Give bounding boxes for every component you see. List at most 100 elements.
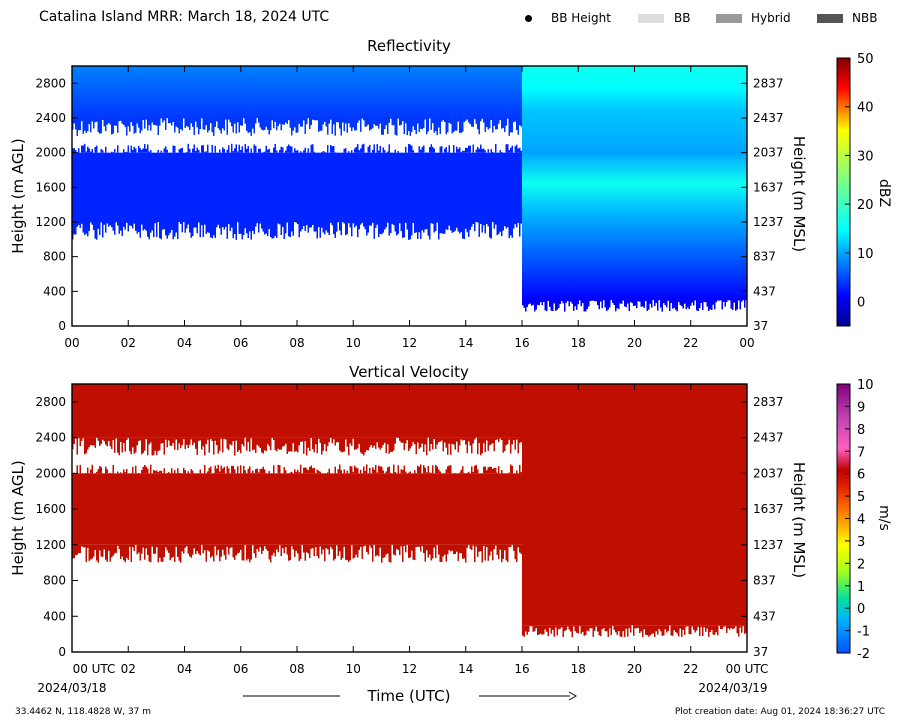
data-edge <box>667 625 669 631</box>
data-edge <box>286 544 288 555</box>
data-edge <box>357 118 359 123</box>
data-edge <box>475 118 477 124</box>
data-edge <box>111 151 113 153</box>
data-edge <box>420 464 422 474</box>
data-edge <box>393 222 395 226</box>
data-edge <box>198 437 200 441</box>
data-edge <box>220 222 222 235</box>
data-edge <box>697 625 699 627</box>
data-edge <box>150 222 152 233</box>
y-tick-right-label: 2437 <box>753 431 784 445</box>
data-edge <box>349 544 351 561</box>
data-edge <box>165 222 167 236</box>
data-edge <box>373 118 375 125</box>
data-edge <box>130 118 132 123</box>
data-edge <box>85 151 87 153</box>
data-edge <box>297 469 299 474</box>
data-edge <box>409 471 411 474</box>
data-edge <box>132 222 134 229</box>
data-edge <box>412 544 414 560</box>
data-edge <box>540 300 542 303</box>
data-edge <box>508 472 510 474</box>
data-edge <box>325 437 327 452</box>
data-edge <box>246 437 248 451</box>
data-edge <box>361 437 363 454</box>
data-edge <box>165 437 167 440</box>
x-tick-label: 16 <box>514 336 529 350</box>
data-edge <box>676 300 678 312</box>
data-edge <box>495 468 497 474</box>
end-date: 2024/03/19 <box>698 681 767 695</box>
data-edge <box>142 222 144 231</box>
data-edge <box>450 118 452 124</box>
data-edge <box>268 544 270 560</box>
data-edge <box>234 118 236 124</box>
data-edge <box>400 118 402 125</box>
data-edge <box>378 150 380 153</box>
data-edge <box>418 222 420 233</box>
data-edge <box>490 118 492 121</box>
data-edge <box>735 625 737 627</box>
data-edge <box>555 625 557 628</box>
data-edge <box>384 222 386 230</box>
data-edge <box>454 118 456 131</box>
data-edge <box>277 222 279 224</box>
data-edge <box>234 222 236 235</box>
data-edge <box>342 437 344 453</box>
data-edge <box>340 222 342 236</box>
data-edge <box>96 145 98 153</box>
data-edge <box>243 544 245 561</box>
data-edge <box>387 118 389 134</box>
data-edge <box>99 544 101 551</box>
data-edge <box>565 625 567 630</box>
data-edge <box>276 222 278 238</box>
data-edge <box>94 146 96 153</box>
data-edge <box>202 437 204 447</box>
data-edge <box>78 222 80 225</box>
data-edge <box>573 625 575 627</box>
vertical-velocity-panel: 00 UTC 02 04 06 08 10 12 14 16 18 20 22 00 UTC040080… <box>9 363 892 676</box>
data-edge <box>120 472 122 474</box>
data-edge <box>228 145 230 153</box>
data-edge <box>145 466 147 474</box>
data-edge <box>355 467 357 474</box>
data-edge <box>360 148 362 153</box>
data-edge <box>138 118 140 128</box>
data-edge <box>652 625 654 634</box>
data-edge <box>108 544 110 551</box>
data-edge <box>253 544 255 554</box>
data-edge <box>448 145 450 153</box>
data-edge <box>78 437 80 439</box>
data-edge <box>397 151 399 153</box>
data-edge <box>73 437 75 444</box>
data-edge <box>192 118 194 127</box>
data-edge <box>384 544 386 558</box>
data-edge <box>427 465 429 474</box>
data-edge <box>618 625 620 632</box>
data-edge <box>526 625 528 635</box>
colorbar-tick-label: 5 <box>857 490 865 505</box>
data-edge <box>90 222 92 223</box>
data-edge <box>358 222 360 230</box>
data-edge <box>147 544 149 555</box>
data-edge <box>445 222 447 230</box>
data-edge <box>322 222 324 233</box>
data-edge <box>163 437 165 455</box>
data-edge <box>463 437 465 440</box>
data-edge <box>397 222 399 234</box>
data-edge <box>357 437 359 449</box>
data-edge <box>715 625 717 633</box>
data-edge <box>465 118 467 121</box>
data-edge <box>472 437 474 444</box>
data-edge <box>294 148 296 153</box>
data-edge <box>421 147 423 153</box>
x-tick-label: 14 <box>458 662 473 676</box>
data-edge <box>177 437 179 451</box>
data-edge <box>168 544 170 553</box>
data-edge <box>324 222 326 235</box>
data-edge <box>160 222 162 240</box>
data-edge <box>280 222 282 235</box>
data-edge <box>354 222 356 228</box>
data-edge <box>339 118 341 129</box>
data-edge <box>235 222 237 240</box>
